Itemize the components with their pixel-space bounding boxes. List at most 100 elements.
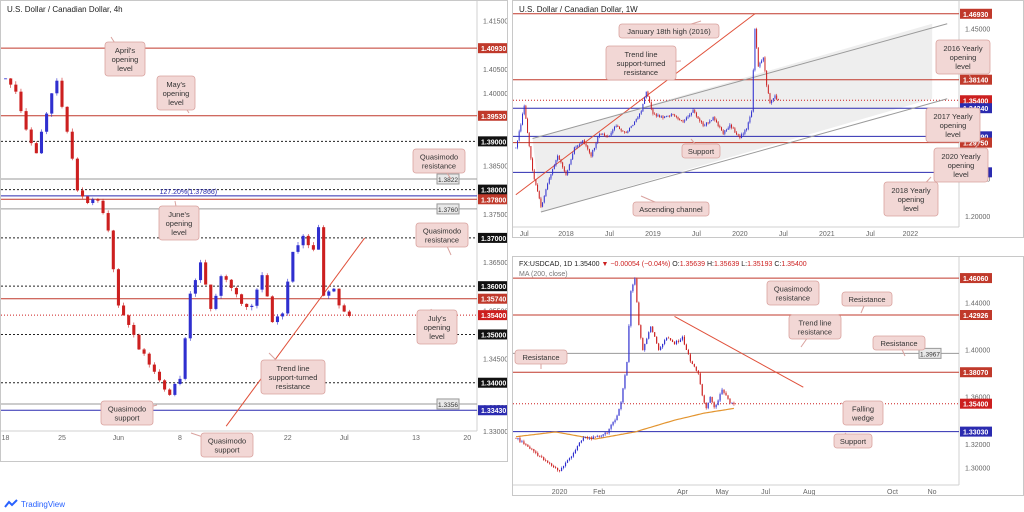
candle-body — [75, 158, 79, 191]
candle — [592, 149, 594, 158]
price-tag-label: 1.35000 — [481, 332, 506, 339]
time-tick-label: Jul — [866, 231, 875, 237]
callout-text: May's — [166, 80, 186, 89]
close-c-value: 1.35400 — [781, 261, 807, 268]
candle — [664, 116, 666, 119]
candle-body — [692, 109, 694, 113]
candle — [574, 448, 577, 454]
callout-box — [605, 45, 677, 81]
candle-body — [652, 326, 654, 333]
candle — [654, 331, 656, 337]
branding[interactable]: TradingView — [4, 497, 65, 511]
price-tag-label: 1.29750 — [963, 141, 988, 148]
time-tick-label: 2022 — [903, 231, 919, 237]
candle — [642, 103, 644, 113]
candle-body — [731, 402, 733, 404]
candle — [719, 392, 721, 403]
callout-text: July's — [428, 314, 447, 323]
candle-body — [562, 466, 565, 468]
chart-1w-plot[interactable]: 1.450001.400001.350001.250001.20000Jul20… — [513, 1, 1023, 237]
candle-body — [614, 420, 616, 423]
candle — [715, 118, 717, 123]
candle-body — [749, 116, 751, 123]
candle — [553, 163, 555, 170]
candle-body — [245, 303, 249, 308]
candle-body — [652, 109, 654, 114]
candle-body — [675, 115, 677, 117]
callout-text: Quasimodo — [208, 437, 246, 446]
candle — [543, 456, 545, 461]
candle — [690, 112, 692, 117]
candle-body — [574, 450, 577, 453]
callout-text: April's — [115, 46, 135, 55]
candle-body — [674, 114, 676, 116]
callout-text: resistance — [425, 236, 459, 245]
candle — [562, 465, 565, 470]
candle — [701, 383, 703, 397]
candle — [654, 112, 656, 115]
callout-text: Falling — [852, 405, 874, 414]
time-tick-label: Jul — [692, 231, 701, 237]
price-tag-label: 1.38140 — [963, 78, 988, 85]
candle — [572, 451, 575, 458]
candle-body — [687, 350, 689, 355]
candle — [596, 434, 598, 438]
price-tag-bg — [960, 8, 992, 19]
candle — [523, 439, 525, 445]
candle — [137, 333, 141, 351]
candle — [535, 178, 537, 186]
candle-body — [776, 95, 778, 100]
candle-body — [684, 120, 686, 122]
candle — [311, 242, 315, 252]
candle-body — [752, 70, 754, 112]
candle-body — [679, 339, 682, 342]
candle — [612, 421, 614, 427]
chart-1d-panel[interactable]: FX:USDCAD, 1D 1.35400 ▼ −0.00054 (−0.04%… — [512, 256, 1024, 496]
candle-body — [727, 395, 729, 399]
candle — [531, 447, 533, 451]
candle-body — [640, 325, 642, 338]
candle-body — [662, 343, 664, 348]
candle-body — [754, 29, 756, 71]
candle-body — [600, 435, 602, 437]
time-tick-label: 18 — [2, 435, 10, 442]
candle — [757, 47, 759, 67]
candle-body — [665, 337, 668, 341]
candle-body — [80, 190, 85, 197]
candle-body — [178, 378, 182, 384]
candle-body — [549, 462, 551, 464]
candle — [547, 182, 549, 191]
candle — [687, 115, 689, 119]
chart-1w-panel[interactable]: U.S. Dollar / Canadian Dollar, 1W 1.4500… — [512, 0, 1024, 238]
candle-body — [580, 440, 582, 443]
callout-text: Resistance — [880, 339, 917, 348]
callout-text: level — [117, 64, 133, 73]
candle — [675, 339, 678, 346]
candle — [577, 144, 579, 149]
candle-body — [699, 118, 701, 122]
candle — [332, 287, 336, 293]
candle — [322, 225, 326, 297]
candle-body — [690, 112, 692, 115]
price-tick-label: 1.36500 — [483, 260, 507, 267]
chart-1d-plot[interactable]: 1.44000 1.40000 1.36000 1.32000 1.30000 2020 F… — [513, 257, 1023, 495]
candle-body — [680, 120, 682, 121]
chart-4h-plot[interactable]: 1.41500 1.40500 1.40000 1.38500 1.37500 1.365… — [1, 1, 507, 461]
time-tick-label: Jul — [520, 231, 529, 237]
candle — [771, 100, 773, 105]
callout-ascending-channel: Ascending channel — [632, 195, 710, 217]
price-tag-label: 1.37800 — [481, 197, 506, 204]
candle-body — [644, 97, 646, 104]
price-tick-label: 1.44000 — [965, 300, 990, 307]
chart-4h-panel[interactable]: U.S. Dollar / Canadian Dollar, 4h 1.4150… — [0, 0, 508, 462]
candle-body — [327, 291, 331, 296]
candle — [525, 442, 527, 447]
candle-body — [667, 337, 670, 339]
candle-body — [533, 170, 535, 180]
price-tag-label: 1.38000 — [481, 188, 506, 195]
candle — [615, 124, 617, 128]
candle-body — [654, 113, 656, 115]
callout-text: 2016 Yearly — [943, 44, 982, 53]
